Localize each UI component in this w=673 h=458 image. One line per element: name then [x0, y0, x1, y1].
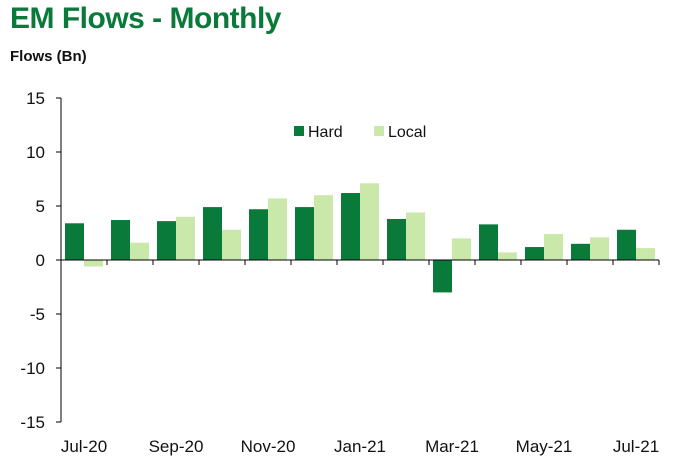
- bar-hard-feb-21: [387, 218, 406, 260]
- x-tick-label: Jan-21: [334, 437, 386, 456]
- x-tick-label: Jul-20: [61, 437, 107, 456]
- bars: [65, 183, 655, 293]
- y-tick-label: 15: [26, 89, 45, 108]
- bar-hard-may-21: [525, 247, 544, 260]
- y-axis-unit-label: Flows (Bn): [10, 48, 87, 65]
- x-tick-label: Nov-20: [241, 437, 296, 456]
- bar-local-mar-21: [452, 238, 471, 260]
- bar-local-aug-20: [130, 242, 149, 260]
- x-tick-label: Sep-20: [149, 437, 204, 456]
- bar-local-may-21: [544, 234, 563, 260]
- legend-swatch-local: [374, 126, 384, 136]
- bar-local-dec-20: [314, 195, 333, 260]
- bar-hard-nov-20: [249, 209, 268, 260]
- bar-hard-oct-20: [203, 207, 222, 260]
- y-tick-label: -10: [20, 359, 45, 378]
- legend-label-local: Local: [388, 124, 426, 141]
- x-axis: Jul-20 Sep-20 Nov-20 Jan-21 Mar-21 May-21 Jul-…: [60, 259, 660, 456]
- bar-local-apr-21: [498, 252, 517, 260]
- bar-local-sep-20: [176, 216, 195, 260]
- bar-hard-jul-21: [617, 229, 636, 260]
- chart-title: EM Flows - Monthly: [10, 2, 281, 35]
- x-tick-label: Mar-21: [425, 437, 479, 456]
- y-tick-label: 0: [36, 251, 45, 270]
- x-tick-label: May-21: [516, 437, 573, 456]
- bar-local-feb-21: [406, 212, 425, 260]
- bar-hard-mar-21: [433, 260, 452, 293]
- y-tick-label: 5: [36, 197, 45, 216]
- bar-hard-jun-21: [571, 243, 590, 260]
- bar-local-jan-21: [360, 183, 379, 260]
- y-tick-label: 10: [26, 143, 45, 162]
- bar-local-jun-21: [590, 237, 609, 260]
- bar-hard-apr-21: [479, 224, 498, 260]
- bar-hard-aug-20: [111, 220, 130, 260]
- x-tick-label: Jul-21: [613, 437, 659, 456]
- bar-local-nov-20: [268, 198, 287, 260]
- bar-hard-sep-20: [157, 221, 176, 260]
- bar-hard-jan-21: [341, 193, 360, 260]
- y-tick-label: -15: [20, 413, 45, 432]
- y-tick-label: -5: [30, 305, 45, 324]
- bar-local-jul-20: [84, 260, 103, 267]
- legend: Hard Local: [294, 124, 426, 141]
- bar-local-jul-21: [636, 248, 655, 260]
- legend-label-hard: Hard: [308, 124, 343, 141]
- bar-hard-dec-20: [295, 207, 314, 260]
- y-axis: -15 -10 -5 0 5 10 15: [20, 89, 62, 432]
- legend-swatch-hard: [294, 126, 304, 136]
- bar-local-oct-20: [222, 229, 241, 260]
- bar-hard-jul-20: [65, 223, 84, 260]
